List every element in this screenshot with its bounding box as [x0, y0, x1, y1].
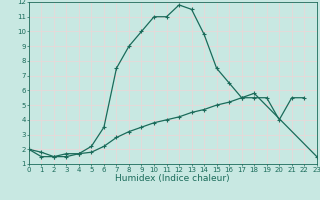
X-axis label: Humidex (Indice chaleur): Humidex (Indice chaleur) — [116, 174, 230, 183]
